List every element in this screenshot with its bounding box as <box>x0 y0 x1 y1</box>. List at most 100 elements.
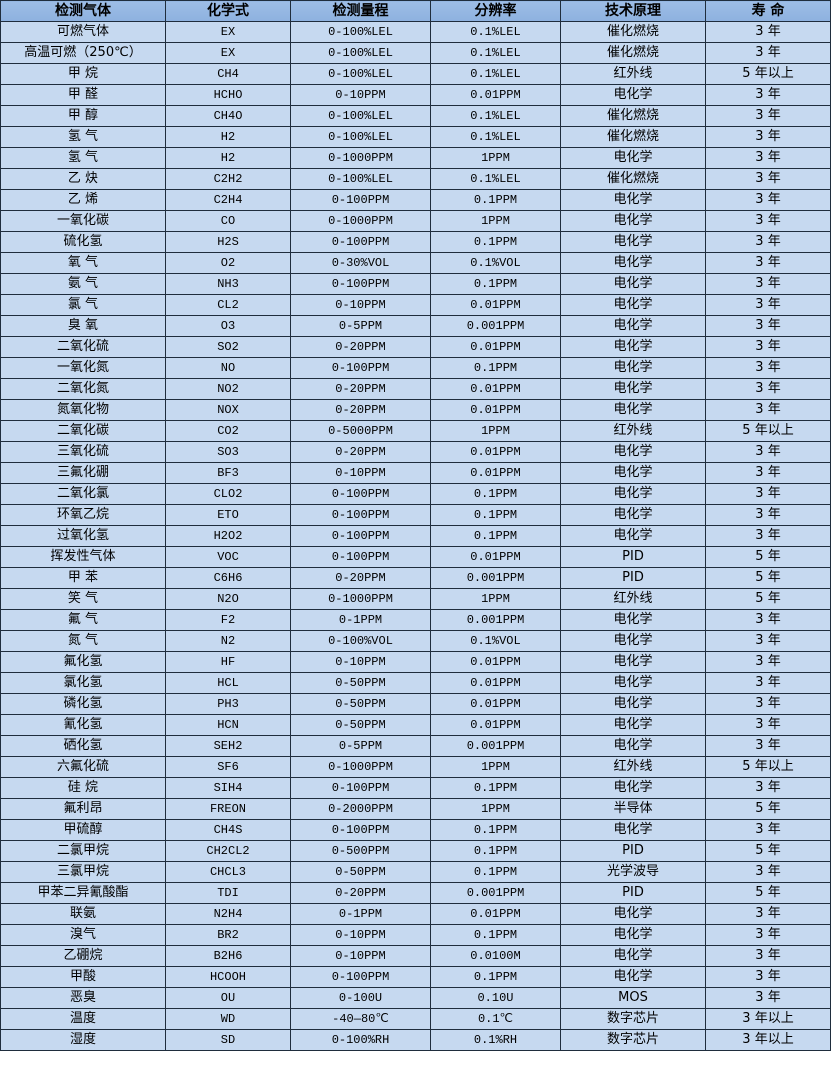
lifespan-cell: 3 年 <box>705 21 831 43</box>
formula-cell: CL2 <box>165 294 291 316</box>
table-row: 硒化氢 SEH2 0-5PPM 0.001PPM 电化学 3 年 <box>0 735 831 757</box>
gas-name-cell: 恶臭 <box>0 987 166 1009</box>
lifespan-cell: 3 年 <box>705 693 831 715</box>
principle-cell: 电化学 <box>560 672 706 694</box>
principle-cell: 催化燃烧 <box>560 126 706 148</box>
resolution-cell: 0.1PPM <box>430 273 561 295</box>
principle-cell: 电化学 <box>560 357 706 379</box>
formula-cell: N2H4 <box>165 903 291 925</box>
lifespan-cell: 3 年 <box>705 126 831 148</box>
gas-name-cell: 一氧化碳 <box>0 210 166 232</box>
principle-cell: 电化学 <box>560 903 706 925</box>
table-row: 氧 气 O2 0-30%VOL 0.1%VOL 电化学 3 年 <box>0 252 831 274</box>
resolution-cell: 0.1%RH <box>430 1029 561 1051</box>
lifespan-cell: 3 年 <box>705 609 831 631</box>
range-cell: 0-10PPM <box>290 924 431 946</box>
range-cell: 0-100%LEL <box>290 126 431 148</box>
lifespan-cell: 3 年 <box>705 924 831 946</box>
lifespan-cell: 5 年以上 <box>705 756 831 778</box>
principle-cell: 电化学 <box>560 945 706 967</box>
header-gas: 检测气体 <box>0 0 166 22</box>
resolution-cell: 0.001PPM <box>430 735 561 757</box>
table-row: 甲酸 HCOOH 0-100PPM 0.1PPM 电化学 3 年 <box>0 966 831 988</box>
lifespan-cell: 3 年 <box>705 294 831 316</box>
formula-cell: CH4 <box>165 63 291 85</box>
range-cell: 0-30%VOL <box>290 252 431 274</box>
resolution-cell: 0.01PPM <box>430 462 561 484</box>
gas-name-cell: 二氧化碳 <box>0 420 166 442</box>
range-cell: 0-100PPM <box>290 525 431 547</box>
formula-cell: TDI <box>165 882 291 904</box>
table-row: 乙 炔 C2H2 0-100%LEL 0.1%LEL 催化燃烧 3 年 <box>0 168 831 190</box>
gas-name-cell: 臭 氧 <box>0 315 166 337</box>
lifespan-cell: 5 年 <box>705 840 831 862</box>
gas-name-cell: 硒化氢 <box>0 735 166 757</box>
gas-name-cell: 氟 气 <box>0 609 166 631</box>
resolution-cell: 0.001PPM <box>430 567 561 589</box>
principle-cell: 电化学 <box>560 483 706 505</box>
formula-cell: BR2 <box>165 924 291 946</box>
range-cell: 0-10PPM <box>290 945 431 967</box>
lifespan-cell: 3 年 <box>705 210 831 232</box>
range-cell: 0-100PPM <box>290 231 431 253</box>
lifespan-cell: 3 年 <box>705 357 831 379</box>
formula-cell: NO <box>165 357 291 379</box>
lifespan-cell: 3 年 <box>705 630 831 652</box>
principle-cell: 电化学 <box>560 378 706 400</box>
lifespan-cell: 3 年 <box>705 903 831 925</box>
resolution-cell: 0.0100M <box>430 945 561 967</box>
table-row: 联氨 N2H4 0-1PPM 0.01PPM 电化学 3 年 <box>0 903 831 925</box>
formula-cell: O2 <box>165 252 291 274</box>
table-row: 二氧化碳 CO2 0-5000PPM 1PPM 红外线 5 年以上 <box>0 420 831 442</box>
formula-cell: SO3 <box>165 441 291 463</box>
table-row: 二氧化硫 SO2 0-20PPM 0.01PPM 电化学 3 年 <box>0 336 831 358</box>
principle-cell: PID <box>560 546 706 568</box>
table-row: 溴气 BR2 0-10PPM 0.1PPM 电化学 3 年 <box>0 924 831 946</box>
resolution-cell: 1PPM <box>430 588 561 610</box>
formula-cell: O3 <box>165 315 291 337</box>
lifespan-cell: 3 年 <box>705 42 831 64</box>
resolution-cell: 0.1PPM <box>430 840 561 862</box>
resolution-cell: 0.01PPM <box>430 546 561 568</box>
principle-cell: 电化学 <box>560 252 706 274</box>
range-cell: 0-100PPM <box>290 189 431 211</box>
formula-cell: ETO <box>165 504 291 526</box>
gas-name-cell: 三氯甲烷 <box>0 861 166 883</box>
resolution-cell: 0.1%LEL <box>430 63 561 85</box>
gas-name-cell: 三氟化硼 <box>0 462 166 484</box>
formula-cell: H2S <box>165 231 291 253</box>
gas-name-cell: 二氧化硫 <box>0 336 166 358</box>
table-row: 磷化氢 PH3 0-50PPM 0.01PPM 电化学 3 年 <box>0 693 831 715</box>
range-cell: 0-1000PPM <box>290 756 431 778</box>
gas-name-cell: 氧 气 <box>0 252 166 274</box>
resolution-cell: 0.1%LEL <box>430 105 561 127</box>
table-row: 甲 醇 CH4O 0-100%LEL 0.1%LEL 催化燃烧 3 年 <box>0 105 831 127</box>
principle-cell: 电化学 <box>560 189 706 211</box>
formula-cell: CH4S <box>165 819 291 841</box>
gas-name-cell: 氯 气 <box>0 294 166 316</box>
formula-cell: VOC <box>165 546 291 568</box>
principle-cell: 电化学 <box>560 819 706 841</box>
principle-cell: 红外线 <box>560 63 706 85</box>
resolution-cell: 0.001PPM <box>430 609 561 631</box>
resolution-cell: 1PPM <box>430 756 561 778</box>
header-resolution: 分辨率 <box>430 0 561 22</box>
range-cell: 0-20PPM <box>290 567 431 589</box>
range-cell: 0-5PPM <box>290 735 431 757</box>
table-row: 氮 气 N2 0-100%VOL 0.1%VOL 电化学 3 年 <box>0 630 831 652</box>
principle-cell: 电化学 <box>560 147 706 169</box>
lifespan-cell: 3 年 <box>705 714 831 736</box>
resolution-cell: 0.1PPM <box>430 189 561 211</box>
table-row: 二氧化氮 NO2 0-20PPM 0.01PPM 电化学 3 年 <box>0 378 831 400</box>
table-row: 氮氧化物 NOX 0-20PPM 0.01PPM 电化学 3 年 <box>0 399 831 421</box>
range-cell: 0-1000PPM <box>290 210 431 232</box>
gas-name-cell: 氰化氢 <box>0 714 166 736</box>
resolution-cell: 0.1PPM <box>430 525 561 547</box>
header-formula: 化学式 <box>165 0 291 22</box>
range-cell: 0-2000PPM <box>290 798 431 820</box>
formula-cell: H2O2 <box>165 525 291 547</box>
resolution-cell: 0.1℃ <box>430 1008 561 1030</box>
resolution-cell: 0.1%LEL <box>430 42 561 64</box>
resolution-cell: 0.01PPM <box>430 672 561 694</box>
formula-cell: EX <box>165 21 291 43</box>
